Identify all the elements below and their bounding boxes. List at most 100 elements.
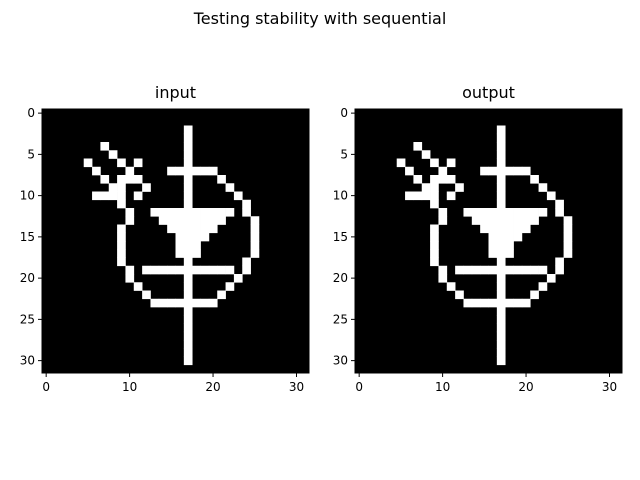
input-cell-r29-c17: [183, 348, 193, 357]
input-cell-r17-c18: [192, 249, 201, 258]
input-cell-r13-c17: [183, 216, 193, 225]
input-cell-r6-c17: [183, 158, 193, 168]
output-cell-r15-c18: [505, 232, 514, 242]
output-cell-r12-c13: [463, 208, 473, 217]
output-cell-r17-c17: [496, 249, 506, 258]
input-cell-r13-c20: [208, 216, 218, 225]
input-cell-r8-c7: [100, 175, 110, 184]
output-xtick-label-0: 0: [355, 380, 363, 394]
input-panel: input 0 10 20 30 0 5 10 15 20 25 30: [20, 83, 310, 394]
input-cell-r17-c25: [250, 249, 260, 258]
input-cell-r14-c18: [192, 224, 201, 234]
input-cell-r19-c13: [150, 265, 160, 275]
output-cell-r10-c9: [430, 191, 439, 201]
input-cell-r14-c25: [250, 224, 260, 234]
output-cell-r9-c12: [455, 183, 464, 192]
input-cell-r10-c17: [183, 191, 193, 201]
output-cell-r20-c10: [438, 274, 448, 283]
output-cell-r24-c17: [496, 307, 506, 316]
output-cell-r13-c17: [496, 216, 506, 225]
input-ytick-label-10: 10: [20, 189, 35, 203]
input-cell-r17-c9: [117, 249, 126, 258]
output-cell-r14-c19: [513, 224, 523, 234]
output-cell-r12-c10: [438, 208, 448, 217]
input-cell-r19-c22: [225, 265, 235, 275]
output-cell-r13-c19: [513, 216, 523, 225]
input-cell-r23-c17: [183, 298, 193, 308]
input-cell-r11-c24: [242, 199, 251, 209]
input-cell-r19-c14: [158, 265, 168, 275]
output-cell-r15-c17: [496, 232, 506, 242]
output-cell-r9-c22: [538, 183, 548, 192]
output-cell-r9-c9: [430, 183, 439, 192]
output-cell-r13-c14: [471, 216, 481, 225]
output-cell-r12-c20: [521, 208, 531, 217]
input-cell-r28-c17: [183, 340, 193, 349]
input-cell-r10-c8: [108, 191, 118, 201]
input-cell-r13-c19: [200, 216, 210, 225]
output-cell-r6-c9: [430, 158, 439, 168]
input-cell-r14-c9: [117, 224, 126, 234]
input-cell-r12-c17: [183, 208, 193, 217]
input-cell-r17-c17: [183, 249, 193, 258]
input-cell-r13-c15: [167, 216, 176, 225]
input-xtick-label-20: 20: [205, 380, 220, 394]
output-cell-r15-c9: [430, 232, 439, 242]
output-cell-r28-c17: [496, 340, 506, 349]
input-cell-r5-c8: [108, 150, 118, 159]
output-cell-r12-c22: [538, 208, 548, 217]
output-cell-r19-c12: [455, 265, 464, 275]
output-cell-r19-c24: [555, 265, 564, 275]
output-cell-r23-c14: [471, 298, 481, 308]
output-cell-r26-c17: [496, 323, 506, 333]
output-cell-r6-c17: [496, 158, 506, 168]
output-cell-r14-c20: [521, 224, 531, 234]
output-cell-r22-c17: [496, 290, 506, 300]
input-cell-r12-c20: [208, 208, 218, 217]
output-cell-r7-c20: [521, 166, 531, 176]
output-cell-r19-c10: [438, 265, 448, 275]
input-panel-title: input: [155, 83, 196, 102]
input-cell-r10-c23: [233, 191, 243, 201]
output-cell-r13-c21: [530, 216, 539, 225]
input-cell-r14-c20: [208, 224, 218, 234]
output-ytick-label-20: 20: [333, 271, 348, 285]
output-cell-r19-c13: [463, 265, 473, 275]
output-cell-r10-c6: [405, 191, 414, 201]
input-cell-r6-c9: [117, 158, 126, 168]
input-cell-r13-c10: [125, 216, 135, 225]
output-cell-r16-c9: [430, 241, 439, 250]
output-cell-r4-c7: [413, 142, 423, 151]
input-ytick-label-15: 15: [20, 230, 35, 244]
output-cell-r7-c17: [496, 166, 506, 176]
output-cell-r20-c23: [546, 274, 556, 283]
input-cell-r19-c12: [142, 265, 151, 275]
input-cell-r16-c17: [183, 241, 193, 250]
figure-suptitle: Testing stability with sequential: [193, 9, 447, 28]
output-cell-r19-c18: [505, 265, 514, 275]
input-cell-r19-c20: [208, 265, 218, 275]
input-cell-r23-c19: [200, 298, 210, 308]
input-cell-r12-c21: [217, 208, 226, 217]
input-cell-r23-c14: [158, 298, 168, 308]
input-cell-r19-c19: [200, 265, 210, 275]
input-cell-r12-c16: [175, 208, 185, 217]
input-cell-r7-c17: [183, 166, 193, 176]
output-ytick-label-15: 15: [333, 230, 348, 244]
output-cell-r7-c16: [488, 166, 498, 176]
output-cell-r22-c21: [530, 290, 539, 300]
input-cell-r7-c18: [192, 166, 201, 176]
output-cell-r14-c9: [430, 224, 439, 234]
input-cell-r12-c22: [225, 208, 235, 217]
input-cell-r6-c5: [83, 158, 93, 168]
output-cell-r19-c20: [521, 265, 531, 275]
output-cell-r7-c15: [480, 166, 489, 176]
input-xtick-label-30: 30: [289, 380, 304, 394]
output-cell-r23-c15: [480, 298, 489, 308]
input-cell-r9-c22: [225, 183, 235, 192]
input-cell-r20-c23: [233, 274, 243, 283]
input-cell-r8-c21: [217, 175, 226, 184]
output-cell-r18-c24: [555, 257, 564, 267]
output-cell-r12-c21: [530, 208, 539, 217]
input-cell-r3-c17: [183, 133, 193, 143]
